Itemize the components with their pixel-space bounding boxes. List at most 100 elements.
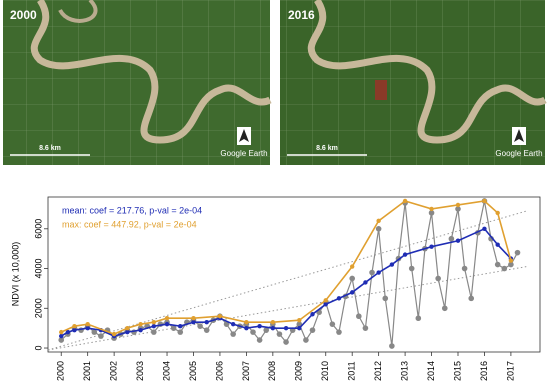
x-tick-label: 2005 [188,361,198,381]
scale-label: 8.6 km [316,145,338,152]
data-point [336,329,342,335]
data-point [297,318,302,323]
x-tick-label: 2006 [214,361,224,381]
data-point [389,262,395,267]
series-line [60,227,512,337]
x-tick-label: 2011 [347,361,357,380]
y-tick-label: 6000 [33,219,43,239]
data-point [329,321,336,327]
data-point [441,305,448,312]
x-tick-label: 2015 [452,361,462,381]
data-point [363,280,368,285]
x-tick-label: 2003 [135,361,145,381]
data-point [59,329,64,335]
data-point [435,275,441,282]
data-point [270,319,276,325]
x-tick-label: 2013 [399,361,409,381]
x-tick-label: 2016 [479,361,489,381]
scale-label: 8.6 km [39,145,61,152]
credit: Google Earth [220,149,267,158]
y-tick-label: 0 [33,346,43,351]
data-point [494,261,501,268]
data-point [375,225,382,232]
data-point [415,315,422,322]
data-point [303,337,309,343]
data-point [217,314,223,319]
data-point [98,333,104,339]
data-point [170,325,177,331]
y-tick-label: 2000 [33,298,43,318]
data-point [125,329,130,335]
data-point [468,295,475,302]
data-point [349,264,355,269]
data-point [309,327,316,333]
data-point [59,333,64,339]
data-point [151,323,157,329]
x-tick-label: 2007 [241,361,251,381]
data-point [461,265,468,272]
data-point [349,275,355,282]
data-point [197,323,203,329]
data-point [356,313,362,320]
data-point [501,265,508,272]
data-point [230,321,236,327]
data-point [323,298,328,303]
data-point [65,329,71,335]
data-point [72,327,77,333]
data-point [283,339,289,345]
data-point [244,319,249,325]
data-point [402,252,408,257]
x-tick-label: 2010 [320,361,330,381]
x-tick-label: 2002 [109,361,119,381]
legend-entry: max: coef = 447.92, p-val = 2e-04 [62,219,197,229]
data-point [91,329,98,335]
data-point [164,316,170,321]
data-point [297,325,302,331]
data-point [402,198,408,204]
data-point [256,337,263,343]
data-point [204,319,209,325]
data-point [283,325,289,331]
data-point [382,295,389,302]
data-point [191,319,196,325]
y-axis-label: NDVI (x 10,000) [10,242,20,307]
data-point [151,329,157,335]
satellite-image [3,0,272,165]
data-point [429,244,434,249]
plot-frame [47,196,541,353]
legend-entry: mean: coef = 217.76, p-val = 2e-04 [62,205,202,215]
credit: Google Earth [495,149,542,158]
trend-line [47,266,527,351]
y-tick-label: 4000 [33,259,43,279]
data-point [376,270,381,275]
data-point [482,198,487,204]
data-point [250,329,256,335]
image-label: 2000 [10,8,37,22]
x-tick-label: 2009 [294,361,304,381]
data-point [230,331,236,337]
data-point [455,206,461,212]
data-point [111,331,117,337]
data-point [455,238,461,243]
data-point [514,249,521,256]
data-point [429,206,434,212]
data-point [455,202,461,208]
data-point [389,343,395,349]
data-point [85,325,90,331]
data-point [349,290,355,295]
x-tick-label: 2000 [56,361,66,381]
data-point [257,323,262,329]
data-point [495,242,500,247]
data-point [177,329,184,335]
data-point [448,235,455,242]
x-tick-label: 2008 [267,361,277,381]
data-point [125,325,130,331]
data-point [369,269,375,276]
data-point [310,312,315,317]
data-point [495,210,500,216]
data-point [178,323,183,329]
x-tick-label: 2017 [505,361,515,381]
series-line [60,200,512,335]
data-point [270,325,276,331]
